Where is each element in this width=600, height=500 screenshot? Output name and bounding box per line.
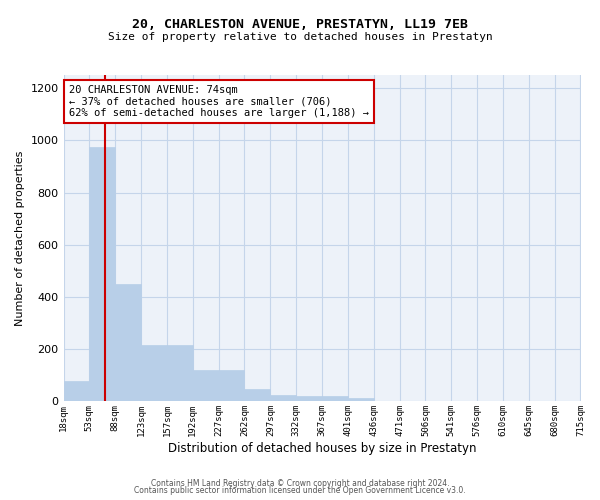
Bar (141, 346, 167, 402)
Bar (218, 370, 244, 402)
Bar (89, 147, 115, 402)
Text: Contains public sector information licensed under the Open Government Licence v3: Contains public sector information licen… (134, 486, 466, 495)
X-axis label: Distribution of detached houses by size in Prestatyn: Distribution of detached houses by size … (168, 442, 476, 455)
Bar (322, 396, 348, 402)
Bar (115, 284, 141, 402)
Bar (193, 370, 218, 402)
Text: 20, CHARLESTON AVENUE, PRESTATYN, LL19 7EB: 20, CHARLESTON AVENUE, PRESTATYN, LL19 7… (132, 18, 468, 30)
Bar (244, 389, 271, 402)
Bar (64, 380, 89, 402)
Bar (348, 398, 374, 402)
Y-axis label: Number of detached properties: Number of detached properties (15, 150, 25, 326)
Text: 20 CHARLESTON AVENUE: 74sqm
← 37% of detached houses are smaller (706)
62% of se: 20 CHARLESTON AVENUE: 74sqm ← 37% of det… (69, 85, 369, 118)
Bar (167, 346, 193, 402)
Bar (271, 395, 296, 402)
Text: Size of property relative to detached houses in Prestatyn: Size of property relative to detached ho… (107, 32, 493, 42)
Text: Contains HM Land Registry data © Crown copyright and database right 2024.: Contains HM Land Registry data © Crown c… (151, 478, 449, 488)
Bar (296, 396, 322, 402)
